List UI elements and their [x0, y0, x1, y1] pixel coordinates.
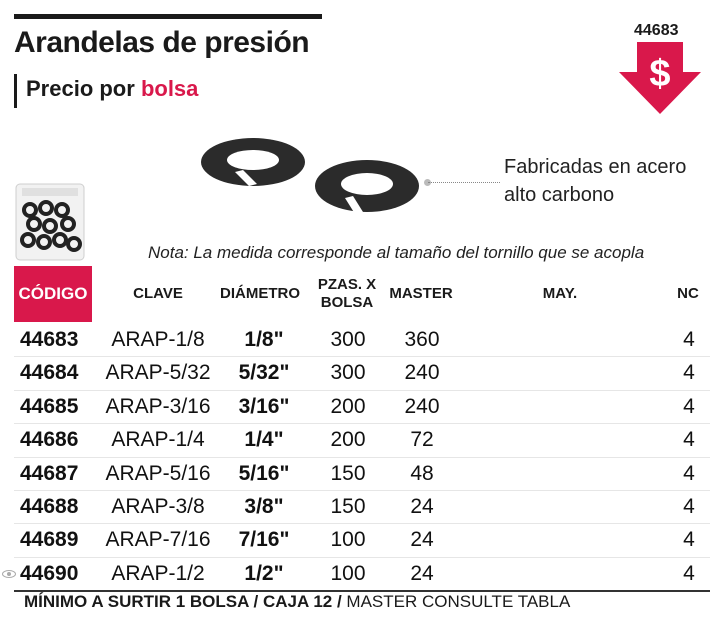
cell-master: 72 — [410, 428, 434, 452]
cell-pzas: 300 — [330, 328, 366, 351]
cell-codigo: 44688 — [20, 494, 79, 518]
cell-master: 360 — [404, 328, 440, 351]
cell-clave: ARAP-5/16 — [105, 461, 211, 485]
table-row: 44685 ARAP-3/16 3/16" 200 240 4 — [14, 391, 710, 425]
cell-may — [514, 458, 604, 490]
cell-codigo: 44685 — [20, 394, 79, 418]
cell-diametro: 3/8" — [244, 494, 284, 518]
material-line-2: alto carbono — [504, 184, 615, 206]
subtitle-prefix: Precio por — [26, 76, 135, 101]
material-description: Fabricadas en acero alto carbono — [504, 153, 686, 209]
header-codigo: CÓDIGO — [14, 266, 92, 322]
svg-text:$: $ — [649, 53, 670, 95]
subtitle-rule — [14, 74, 17, 108]
header-clave: CLAVE — [133, 285, 183, 302]
cell-pzas: 200 — [330, 394, 366, 418]
subtitle-accent: bolsa — [140, 76, 199, 101]
lock-washer-image — [201, 138, 419, 214]
cell-codigo: 44687 — [20, 461, 79, 485]
cell-clave: ARAP-3/8 — [111, 494, 205, 518]
cell-codigo: 44686 — [20, 428, 79, 452]
product-code-badge: 44683 — [634, 22, 679, 39]
header-diametro: DIÁMETRO — [220, 285, 300, 302]
table-row: 44690 ARAP-1/2 1/2" 100 24 4 — [2, 558, 710, 593]
eye-icon — [2, 569, 16, 578]
cell-master: 24 — [410, 561, 434, 585]
table-row: 44688 ARAP-3/8 3/8" 150 24 4 — [14, 491, 710, 525]
cell-master: 240 — [404, 394, 440, 418]
cell-pzas: 150 — [330, 494, 366, 518]
header-pzas: PZAS. X BOLSA — [310, 266, 384, 322]
cell-diametro: 7/16" — [238, 528, 290, 552]
order-terms-bold: MÍNIMO A SURTIR 1 BOLSA / CAJA 12 / — [24, 592, 342, 611]
cell-diametro: 5/16" — [238, 461, 290, 485]
cell-diametro: 3/16" — [238, 394, 290, 418]
cell-pzas: 200 — [330, 428, 366, 452]
cell-clave: ARAP-7/16 — [105, 528, 211, 552]
cell-pzas: 100 — [330, 561, 366, 585]
table-row: 44689 ARAP-7/16 7/16" 100 24 4 — [14, 524, 710, 558]
cell-nc: 4 — [683, 461, 695, 485]
cell-pzas: 300 — [330, 361, 366, 385]
cell-clave: ARAP-1/2 — [111, 561, 205, 585]
cell-clave: ARAP-5/32 — [105, 361, 211, 385]
page-title: Arandelas de presión — [14, 26, 310, 59]
cell-diametro: 1/4" — [244, 428, 284, 452]
cell-clave: ARAP-1/4 — [111, 428, 205, 452]
header-pzas-line1: PZAS. X — [317, 276, 377, 293]
cell-may — [514, 391, 604, 423]
cell-may — [514, 357, 604, 389]
top-rule — [14, 14, 322, 19]
cell-nc: 4 — [683, 561, 695, 585]
cell-codigo: 44689 — [20, 528, 79, 552]
cell-diametro: 5/32" — [238, 361, 290, 385]
cell-may — [514, 558, 604, 590]
cell-pzas: 150 — [330, 461, 366, 485]
table-row: 44684 ARAP-5/32 5/32" 300 240 4 — [14, 357, 710, 391]
material-line-1: Fabricadas en acero — [504, 156, 687, 178]
order-terms-regular: MASTER CONSULTE TABLA — [341, 592, 571, 611]
table-row: 44686 ARAP-1/4 1/4" 200 72 4 — [14, 424, 710, 458]
cell-clave: ARAP-1/8 — [111, 328, 205, 351]
cell-nc: 4 — [683, 394, 695, 418]
cell-master: 240 — [404, 361, 440, 385]
cell-diametro: 1/2" — [244, 561, 284, 585]
header-pzas-line2: BOLSA — [320, 294, 374, 311]
table-row: 44683 ARAP-1/8 1/8" 300 360 4 — [14, 324, 710, 358]
cell-master: 24 — [410, 494, 434, 518]
cell-codigo: 44684 — [20, 361, 79, 385]
size-note: Nota: La medida corresponde al tamaño de… — [148, 243, 645, 262]
washer-bag-image — [15, 183, 85, 261]
dollar-down-arrow-icon: $ — [619, 42, 701, 114]
cell-may — [514, 524, 604, 556]
callout-dot — [424, 179, 431, 186]
order-terms: MÍNIMO A SURTIR 1 BOLSA / CAJA 12 / MAST… — [24, 592, 570, 612]
cell-codigo: 44683 — [20, 328, 79, 351]
cell-nc: 4 — [683, 361, 695, 385]
cell-may — [514, 424, 604, 456]
cell-pzas: 100 — [330, 528, 366, 552]
table-row: 44687 ARAP-5/16 5/16" 150 48 4 — [14, 458, 710, 491]
cell-nc: 4 — [683, 494, 695, 518]
cell-master: 48 — [410, 461, 434, 485]
page-subtitle: Precio por bolsa — [26, 76, 198, 102]
cell-may — [514, 324, 604, 356]
cell-may — [514, 491, 604, 523]
cell-nc: 4 — [683, 428, 695, 452]
header-nc: NC — [677, 285, 699, 302]
callout-line — [428, 182, 500, 183]
cell-clave: ARAP-3/16 — [105, 394, 211, 418]
header-master: MASTER — [389, 285, 453, 302]
cell-diametro: 1/8" — [244, 328, 284, 351]
header-may: MAY. — [542, 285, 578, 302]
price-table: 44683 ARAP-1/8 1/8" 300 360 4 44684 ARAP… — [2, 324, 710, 593]
cell-master: 24 — [410, 528, 434, 552]
cell-nc: 4 — [683, 528, 695, 552]
cell-codigo: 44690 — [20, 561, 79, 585]
cell-nc: 4 — [683, 328, 695, 351]
